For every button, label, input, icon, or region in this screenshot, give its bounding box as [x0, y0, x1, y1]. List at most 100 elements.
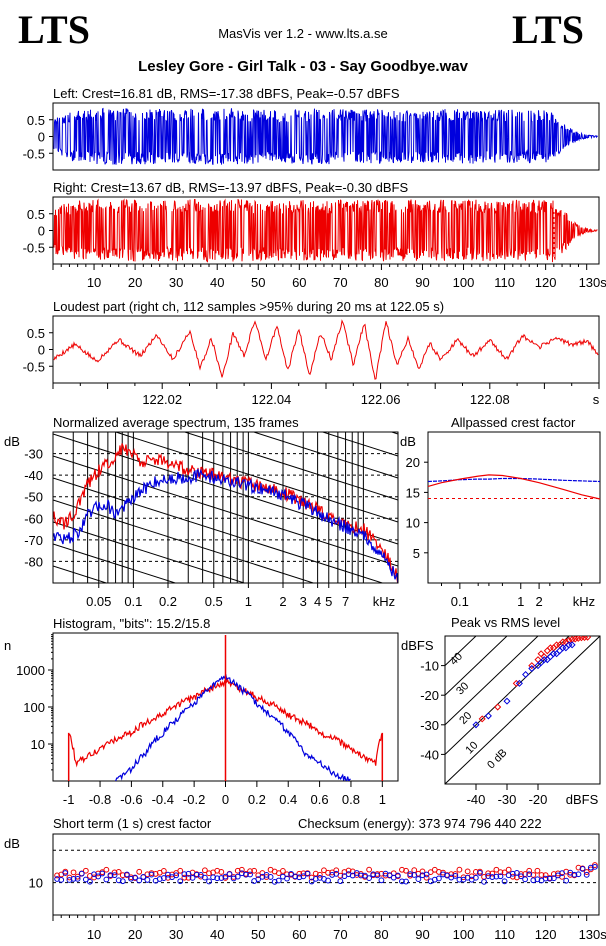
peak-rms-ytick-label: -30 [420, 718, 439, 733]
peak-rms-point-left [556, 647, 564, 655]
short-crest-point-left [407, 871, 414, 878]
peak-rms-title: Peak vs RMS level [451, 615, 560, 630]
spectrum-xtick-label: 4 [314, 594, 321, 609]
short-crest-point-left [210, 874, 217, 881]
short-crest-point-left [399, 878, 405, 885]
logo-left: LTS [18, 7, 90, 52]
short-crest-point-right [238, 866, 245, 873]
app-title: MasVis ver 1.2 - www.lts.a.se [218, 26, 388, 41]
short-crest-xtick-label: 80 [374, 927, 388, 942]
short-crest-frame [52, 833, 600, 916]
short-crest-xtick-label: 70 [333, 927, 347, 942]
short-crest-point-right [111, 869, 118, 876]
short-crest-point-left [550, 875, 557, 882]
short-crest-point-left [95, 873, 102, 880]
histogram-ylabel: n [4, 638, 11, 653]
spectrum-ytick-label: -60 [24, 511, 43, 526]
short-crest-point-right [82, 867, 89, 874]
short-crest-point-left [173, 872, 180, 879]
histogram-xtick-label: 0.6 [311, 792, 329, 807]
short-crest-point-left [247, 871, 253, 878]
peak-rms-point-left [472, 721, 480, 729]
spectrum-ytick-label: -40 [24, 468, 43, 483]
short-crest-point-left [214, 875, 221, 882]
short-crest-point-left [357, 872, 364, 879]
peak-rms-xtick-label: -30 [498, 792, 517, 807]
crest-factor-ytick-label: 10 [406, 516, 420, 531]
peak-rms-diagonal [445, 636, 477, 667]
short-crest-point-right [366, 866, 373, 873]
short-crest-point-right [423, 874, 430, 881]
spectrum-slope-line [53, 455, 398, 567]
time-axis-label: 100 [453, 275, 475, 290]
left-waveform-signal [53, 107, 598, 165]
peak-rms-diagonal-label: 30 [454, 680, 471, 697]
short-crest-point-left [185, 870, 192, 877]
short-crest-point-left [571, 871, 578, 878]
peak-rms-point-left [546, 653, 554, 661]
short-crest-point-left [288, 870, 295, 877]
spectrum-xtick-label: 2 [279, 594, 286, 609]
short-crest-xtick-label: 130s [579, 927, 606, 942]
time-axis-label: 10 [87, 275, 101, 290]
short-crest-point-left [546, 875, 553, 882]
short-crest-point-left [587, 864, 594, 871]
peak-rms-point-left [484, 712, 492, 720]
short-crest-point-left [353, 870, 360, 876]
time-axis-label: 80 [374, 275, 388, 290]
spectrum-xtick-label: 1 [245, 594, 252, 609]
short-crest-point-left [501, 878, 508, 885]
short-crest-point-left [526, 871, 533, 878]
short-crest-point-right [103, 866, 110, 873]
short-crest-point-right [583, 869, 590, 875]
peak-rms-point-left [522, 670, 530, 679]
short-crest-point-left [300, 873, 307, 880]
short-crest-point-left [386, 872, 393, 879]
short-crest-point-right [181, 874, 188, 881]
histogram-xtick-label: 0.2 [248, 792, 266, 807]
histogram-xtick-label: 0.8 [342, 792, 360, 807]
loudest-part-ytick-label: -0.5 [23, 359, 45, 374]
spectrum-xtick-label: 0.2 [159, 594, 177, 609]
short-crest-xtick-label: 120 [535, 927, 557, 942]
short-crest-point-left [284, 875, 290, 882]
histogram-xtick-label: -0.4 [152, 792, 174, 807]
short-crest-ylabel: dB [4, 836, 20, 851]
short-crest-point-left [107, 872, 114, 879]
spectrum-slope-line [252, 432, 398, 479]
short-crest-point-left [472, 874, 479, 881]
histogram-xtick-label: 0 [222, 792, 229, 807]
spectrum-plot-area [53, 432, 398, 583]
short-crest-point-right [493, 866, 500, 873]
short-crest-point-left [333, 870, 340, 877]
crest-factor-title: Allpassed crest factor [451, 415, 576, 430]
short-crest-point-left [226, 871, 233, 878]
short-crest-point-right [251, 867, 258, 874]
short-crest-point-right [501, 869, 508, 876]
short-crest-point-right [456, 866, 463, 873]
short-crest-point-right [526, 867, 533, 874]
peak-rms-point-left [568, 641, 576, 649]
short-crest-point-right [530, 872, 537, 878]
short-crest-point-left [435, 875, 442, 882]
short-crest-point-left [103, 876, 110, 883]
short-crest-point-left [267, 874, 274, 880]
short-crest-point-right [460, 874, 467, 881]
short-crest-point-right [399, 866, 405, 873]
left-waveform-ytick-label: 0.5 [27, 113, 45, 128]
peak-rms-point-left [503, 697, 511, 705]
short-crest-point-left [99, 870, 106, 877]
spectrum-frame [52, 431, 399, 584]
time-axis-label: 20 [128, 275, 142, 290]
short-crest-point-left [189, 874, 196, 881]
time-axis-label: 60 [292, 275, 306, 290]
short-crest-point-right [218, 869, 225, 875]
loudest-part-ytick-label: 0.5 [27, 326, 45, 341]
histogram-xtick-label: -0.2 [183, 792, 205, 807]
short-crest-point-left [378, 877, 385, 884]
short-crest-point-left [132, 874, 139, 881]
logo-right: LTS [512, 7, 584, 52]
short-crest-point-left [575, 871, 582, 878]
short-crest-point-right [119, 872, 126, 879]
